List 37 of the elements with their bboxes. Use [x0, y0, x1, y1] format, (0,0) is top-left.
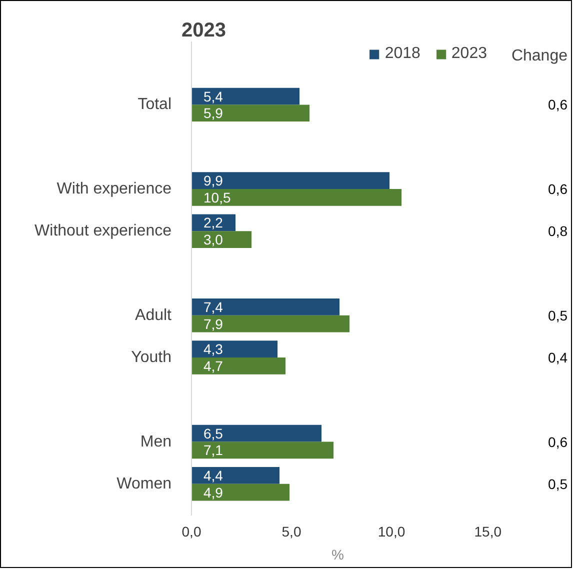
- text: 0,6: [548, 434, 568, 450]
- y-tick-label: Total: [138, 96, 172, 114]
- data-label: 5,9: [204, 105, 224, 122]
- text: %: [332, 546, 344, 562]
- data-label: 4,7: [204, 358, 224, 374]
- text: 0,6: [548, 96, 568, 113]
- text: 0,5: [548, 476, 568, 492]
- data-label: 4,9: [204, 484, 224, 500]
- data-label: 9,9: [204, 172, 224, 189]
- data-label: 6,5: [204, 425, 224, 442]
- x-tick-label: 10,0: [378, 524, 406, 540]
- data-label: 7,4: [204, 298, 224, 315]
- y-tick-label: Without experience: [34, 222, 172, 240]
- y-tick-label: Men: [140, 433, 172, 450]
- data-label: 5,4: [204, 88, 224, 104]
- legend-label: 2018: [384, 45, 420, 63]
- data-label: 10,5: [204, 189, 231, 206]
- legend-label: 2023: [451, 45, 487, 63]
- y-tick-label: Women: [116, 475, 172, 492]
- text: 0,8: [548, 223, 568, 240]
- text: 0,5: [548, 307, 568, 324]
- y-tick-label: With experience: [56, 180, 172, 198]
- data-label: 7,9: [204, 316, 224, 332]
- x-tick-label: 5,0: [282, 524, 302, 540]
- chart-title: 2023: [182, 20, 226, 42]
- x-tick-label: 0,0: [182, 524, 202, 540]
- data-label: 2,2: [204, 214, 224, 231]
- data-label: 4,3: [204, 341, 224, 358]
- data-label: 3,0: [204, 232, 224, 248]
- x-tick-label: 15,0: [474, 524, 502, 540]
- data-label: 4,4: [204, 467, 224, 484]
- text: 0,4: [548, 350, 568, 366]
- y-tick-label: Adult: [135, 306, 172, 324]
- y-tick-label: Youth: [131, 349, 172, 366]
- text: 0,6: [548, 180, 568, 197]
- text: Change: [511, 48, 568, 64]
- data-label: 7,1: [204, 442, 224, 458]
